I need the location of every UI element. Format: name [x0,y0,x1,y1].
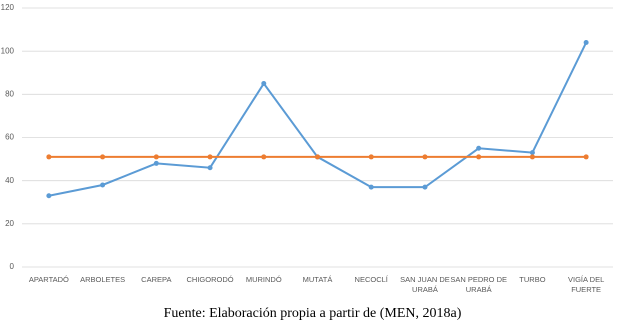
series-line [48,42,588,197]
x-tick-label: MURINDÓ [245,275,282,284]
x-tick-label: TURBO [519,275,546,284]
x-tick-label: NECOCLÍ [354,275,388,284]
data-point [422,154,428,160]
x-tick-label: VIGÍA DEL FUERTE [567,275,605,294]
y-tick-label: 20 [5,219,14,228]
x-tick-label: CAREPA [141,275,172,284]
x-tick-label: SAN PEDRO DE URABÁ [450,275,508,294]
x-tick-label: APARTADÓ [28,275,69,284]
data-point [100,182,106,188]
y-tick-label: 120 [1,3,15,12]
x-tick-label: CHIGORODÓ [186,275,234,284]
data-point [153,160,159,166]
data-point [46,193,52,199]
data-point [207,165,213,171]
y-tick-label: 0 [10,262,15,271]
data-point [153,154,159,160]
data-point [476,154,482,160]
data-point [368,154,374,160]
data-point [46,154,52,160]
y-tick-label: 100 [1,46,15,55]
data-point [368,184,374,190]
x-tick-label: MUTATÁ [302,275,333,284]
x-tick-label: SAN JUAN DE URABÁ [400,275,450,294]
data-point [261,81,267,87]
data-point [100,154,106,160]
data-point [207,154,213,160]
data-point [315,154,320,160]
data-point [529,154,535,160]
data-point [529,150,535,156]
data-point [583,154,589,160]
y-tick-label: 80 [5,89,14,98]
y-tick-label: 40 [5,176,14,185]
data-point [261,154,267,160]
data-point [476,145,482,151]
caption: Fuente: Elaboración propia a partir de (… [163,306,462,321]
data-point [583,40,589,46]
data-point [422,184,428,190]
y-tick-label: 60 [5,133,14,142]
x-tick-label: ARBOLETES [80,275,126,284]
